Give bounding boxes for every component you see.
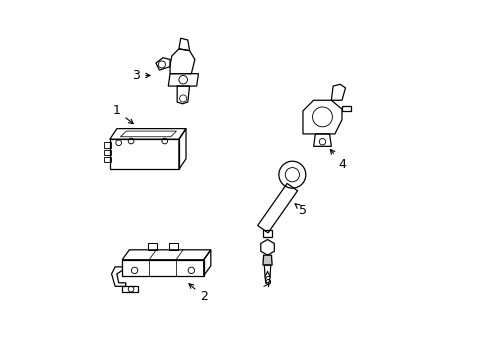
Bar (104, 143, 111, 148)
Bar (263, 230, 271, 237)
Bar (104, 149, 111, 155)
Text: 6: 6 (263, 271, 271, 288)
Text: 3: 3 (132, 69, 150, 82)
Bar (169, 243, 178, 250)
Text: 5: 5 (294, 204, 306, 217)
Bar (104, 157, 111, 162)
Bar (148, 243, 156, 250)
Text: 4: 4 (329, 149, 345, 171)
Text: 1: 1 (113, 104, 133, 123)
Text: 2: 2 (189, 284, 207, 303)
